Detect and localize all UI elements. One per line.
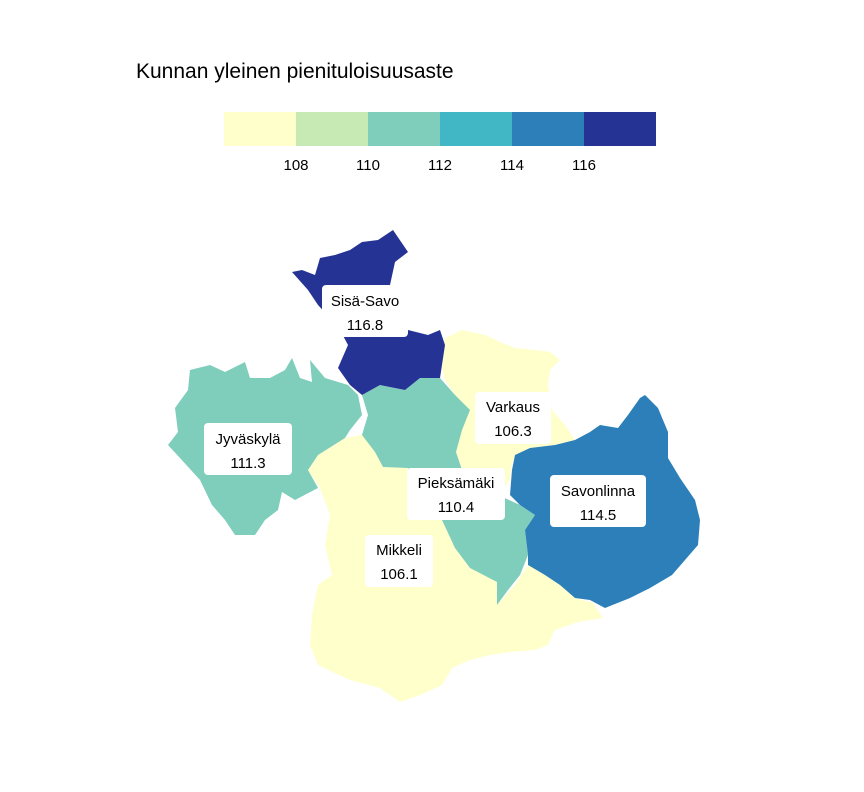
legend-swatch-4: [440, 112, 512, 146]
region-labels: Sisä-Savo 116.8 Jyväskylä 111.3 Varkaus …: [204, 285, 646, 587]
region-mikkeli[interactable]: [308, 435, 603, 702]
legend-swatch-6: [584, 112, 656, 146]
legend-tick-108: 108: [283, 157, 308, 174]
legend-swatch-2: [296, 112, 368, 146]
label-value: 106.1: [380, 566, 418, 583]
label-savonlinna: Savonlinna 114.5: [550, 475, 646, 527]
label-value: 106.3: [494, 423, 532, 440]
label-sisa-savo: Sisä-Savo 116.8: [322, 285, 408, 337]
label-value: 116.8: [347, 317, 383, 334]
label-box: [204, 423, 292, 475]
label-varkaus: Varkaus 106.3: [475, 392, 551, 444]
label-box: [322, 285, 408, 337]
legend-tick-110: 110: [356, 157, 380, 174]
label-name: Savonlinna: [561, 483, 636, 500]
map-title: Kunnan yleinen pienituloisuusaste: [136, 60, 454, 83]
label-name: Jyväskylä: [215, 431, 281, 448]
legend-swatch-5: [512, 112, 584, 146]
label-box: [365, 535, 433, 587]
label-jyvaskyla: Jyväskylä 111.3: [204, 423, 292, 475]
label-box: [407, 468, 505, 520]
label-pieksamaki: Pieksämäki 110.4: [407, 468, 505, 520]
label-value: 111.3: [230, 455, 265, 472]
legend-tick-112: 112: [428, 157, 452, 174]
label-box: [550, 475, 646, 527]
label-name: Pieksämäki: [418, 475, 495, 492]
legend-tick-116: 116: [572, 157, 596, 174]
label-name: Mikkeli: [376, 542, 422, 559]
legend-swatch-1: [224, 112, 296, 146]
legend: 108 110 112 114 116: [224, 112, 656, 174]
label-value: 110.4: [438, 499, 474, 516]
label-mikkeli: Mikkeli 106.1: [365, 535, 433, 587]
legend-tick-114: 114: [500, 157, 524, 174]
label-box: [475, 392, 551, 444]
legend-swatch-3: [368, 112, 440, 146]
label-name: Varkaus: [486, 399, 540, 416]
label-value: 114.5: [580, 507, 616, 524]
label-name: Sisä-Savo: [331, 293, 399, 310]
